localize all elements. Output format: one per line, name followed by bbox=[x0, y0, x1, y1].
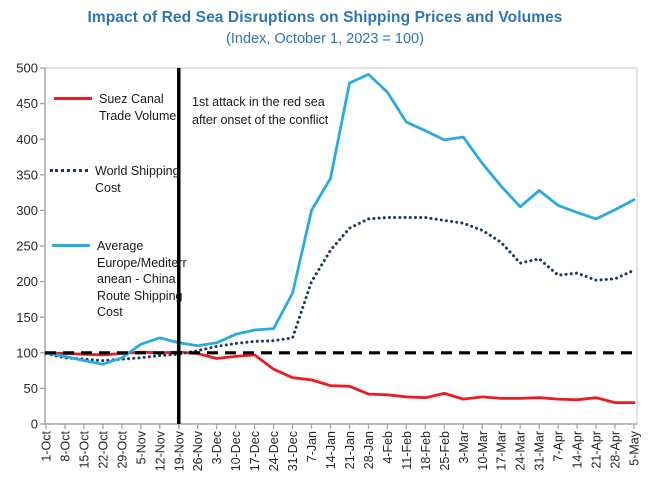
x-tick-label: 29-Oct bbox=[115, 430, 129, 468]
x-tick-label: 5-Nov bbox=[134, 430, 148, 464]
x-tick-label: 8-Oct bbox=[58, 430, 72, 461]
x-tick-label: 7-Apr bbox=[552, 431, 566, 462]
y-tick-label: 250 bbox=[16, 239, 38, 254]
world-dotted-swatch-icon bbox=[50, 169, 88, 172]
y-tick-label: 300 bbox=[16, 203, 38, 218]
series-line-average-europe-mediterranean-china-route-shipping-cost bbox=[44, 73, 636, 366]
y-tick-label: 500 bbox=[16, 61, 38, 76]
x-tick-label: 1-Oct bbox=[40, 430, 54, 461]
x-tick-label: 25-Feb bbox=[438, 431, 452, 471]
legend-item-world-shipping-cost: World Shipping Cost bbox=[50, 163, 180, 196]
y-tick-label: 450 bbox=[16, 96, 38, 111]
x-tick-label: 26-Nov bbox=[191, 430, 205, 471]
x-tick-label: 4-Feb bbox=[381, 431, 395, 464]
x-tick-label: 3-Mar bbox=[457, 431, 471, 464]
x-tick-label: 14-Apr bbox=[571, 431, 585, 469]
x-tick-label: 19-Nov bbox=[172, 430, 186, 471]
x-tick-label: 17-Mar bbox=[495, 431, 509, 471]
x-tick-label: 18-Feb bbox=[419, 431, 433, 471]
chart-title: Impact of Red Sea Disruptions on Shippin… bbox=[87, 9, 563, 26]
x-tick-label: 17-Dec bbox=[248, 431, 262, 471]
x-tick-label: 14-Jan bbox=[324, 431, 338, 469]
x-tick-label: 11-Feb bbox=[400, 431, 414, 470]
legend-item-europe-china-route-cost: Average Europe/Mediterr anean - China Ro… bbox=[52, 238, 187, 321]
y-tick-label: 0 bbox=[31, 417, 38, 432]
x-tick-label: 31-Mar bbox=[533, 431, 547, 471]
x-tick-label: 24-Mar bbox=[514, 431, 528, 471]
series-line-world-shipping-cost bbox=[44, 216, 636, 363]
x-tick-label: 5-May bbox=[628, 430, 642, 465]
suez-line-swatch-icon bbox=[54, 97, 92, 100]
x-tick-label: 10-Dec bbox=[229, 431, 243, 471]
y-tick-label: 200 bbox=[16, 274, 38, 289]
x-tick-label: 12-Nov bbox=[153, 430, 167, 471]
x-tick-label: 21-Apr bbox=[590, 431, 604, 469]
y-tick-label: 350 bbox=[16, 167, 38, 182]
x-tick-label: 21-Jan bbox=[343, 431, 357, 469]
y-tick-label: 50 bbox=[24, 381, 38, 396]
x-tick-label: 31-Dec bbox=[286, 431, 300, 471]
event-annotation: 1st attack in the red sea after onset of… bbox=[192, 95, 329, 127]
x-tick-label: 7-Jan bbox=[305, 431, 319, 462]
legend-item-suez-canal-trade-volume: Suez Canal Trade Volume bbox=[54, 91, 176, 124]
europe-line-swatch-icon bbox=[52, 244, 90, 247]
x-tick-label: 22-Oct bbox=[96, 430, 110, 468]
legend-label: World Shipping Cost bbox=[95, 164, 180, 195]
x-tick-label: 10-Mar bbox=[476, 431, 490, 471]
x-tick-label: 24-Dec bbox=[267, 431, 281, 471]
x-tick-label: 28-Jan bbox=[362, 431, 376, 469]
chart-subtitle: (Index, October 1, 2023 = 100) bbox=[226, 31, 424, 47]
y-tick-label: 400 bbox=[16, 132, 38, 147]
x-tick-label: 28-Apr bbox=[609, 431, 623, 469]
x-tick-label: 3-Dec bbox=[210, 431, 224, 464]
legend-label: Suez Canal Trade Volume bbox=[99, 92, 177, 123]
legend-label: Average Europe/Mediterr anean - China Ro… bbox=[97, 239, 187, 319]
y-tick-label: 150 bbox=[16, 310, 38, 325]
y-tick-label: 100 bbox=[16, 345, 38, 360]
x-tick-label: 15-Oct bbox=[77, 430, 91, 468]
